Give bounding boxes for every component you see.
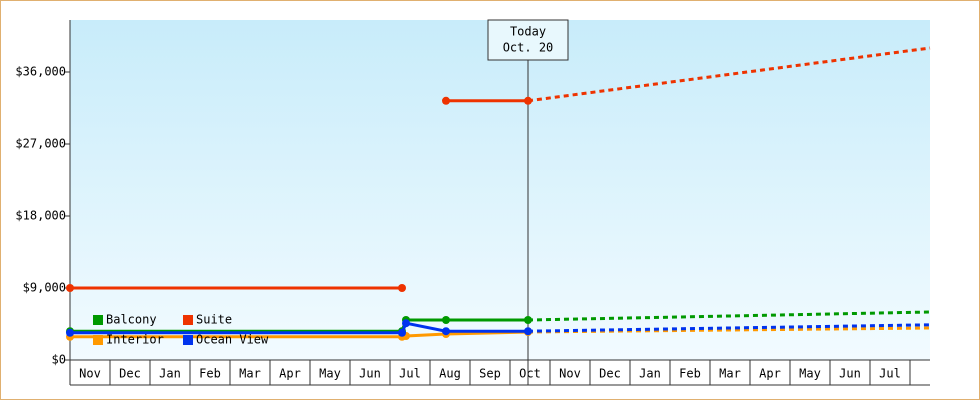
point bbox=[442, 327, 450, 336]
y-tick-label: $18,000 bbox=[15, 209, 66, 223]
legend-swatch bbox=[93, 315, 103, 325]
point bbox=[524, 316, 532, 324]
legend-label: Ocean View bbox=[196, 333, 269, 347]
legend-swatch bbox=[183, 315, 193, 325]
x-tick-label: Oct bbox=[519, 367, 541, 381]
forecast-line bbox=[527, 310, 931, 322]
y-tick-label: $36,000 bbox=[15, 65, 66, 79]
x-tick-label: Nov bbox=[559, 367, 581, 381]
x-tick-label: Jun bbox=[359, 367, 381, 381]
y-tick-label: $9,000 bbox=[23, 281, 66, 295]
y-tick-label: $27,000 bbox=[15, 137, 66, 151]
legend-swatch bbox=[183, 335, 193, 345]
today-box bbox=[487, 19, 569, 61]
point bbox=[524, 96, 532, 105]
x-tick-label: Jan bbox=[159, 367, 181, 381]
forecast-line bbox=[527, 46, 931, 103]
x-tick-label: Aug bbox=[439, 367, 461, 381]
today-label: Oct. 20 bbox=[503, 41, 554, 55]
point bbox=[398, 328, 406, 337]
legend-swatch bbox=[93, 335, 103, 345]
x-tick-label: May bbox=[319, 367, 341, 381]
legend-label: Suite bbox=[196, 313, 232, 327]
point bbox=[66, 328, 74, 337]
forecast-line bbox=[527, 323, 931, 333]
x-tick-label: Nov bbox=[79, 367, 101, 381]
legend-label: Interior bbox=[106, 333, 164, 347]
point bbox=[398, 284, 406, 292]
x-tick-label: Dec bbox=[599, 367, 621, 381]
x-tick-label: Jul bbox=[399, 367, 421, 381]
series-line bbox=[70, 99, 528, 290]
x-tick-label: Jun bbox=[839, 367, 861, 381]
x-tick-label: Feb bbox=[679, 367, 701, 381]
plot-area bbox=[70, 20, 930, 360]
point bbox=[66, 284, 74, 292]
x-tick-label: Mar bbox=[239, 367, 261, 381]
point bbox=[524, 327, 532, 336]
point bbox=[402, 319, 410, 328]
layer: $0 $9,000 $18,000 $27,000 $36,000 Nov Dec Jan Fe… bbox=[15, 19, 931, 386]
x-tick-label: Mar bbox=[719, 367, 741, 381]
x-tick-label: Jul bbox=[879, 367, 901, 381]
point bbox=[442, 316, 450, 324]
x-tick-label: Feb bbox=[199, 367, 221, 381]
x-tick-label: Apr bbox=[759, 367, 781, 381]
legend-label: Balcony bbox=[106, 313, 157, 327]
x-tick-label: Apr bbox=[279, 367, 301, 381]
today-label: Today bbox=[510, 25, 546, 39]
x-tick-label: Jan bbox=[639, 367, 661, 381]
y-tick-label: $0 bbox=[52, 353, 66, 367]
x-tick-label: Dec bbox=[119, 367, 141, 381]
x-tick-label: May bbox=[799, 367, 821, 381]
x-tick-label: Sep bbox=[479, 367, 501, 381]
point bbox=[442, 96, 450, 105]
